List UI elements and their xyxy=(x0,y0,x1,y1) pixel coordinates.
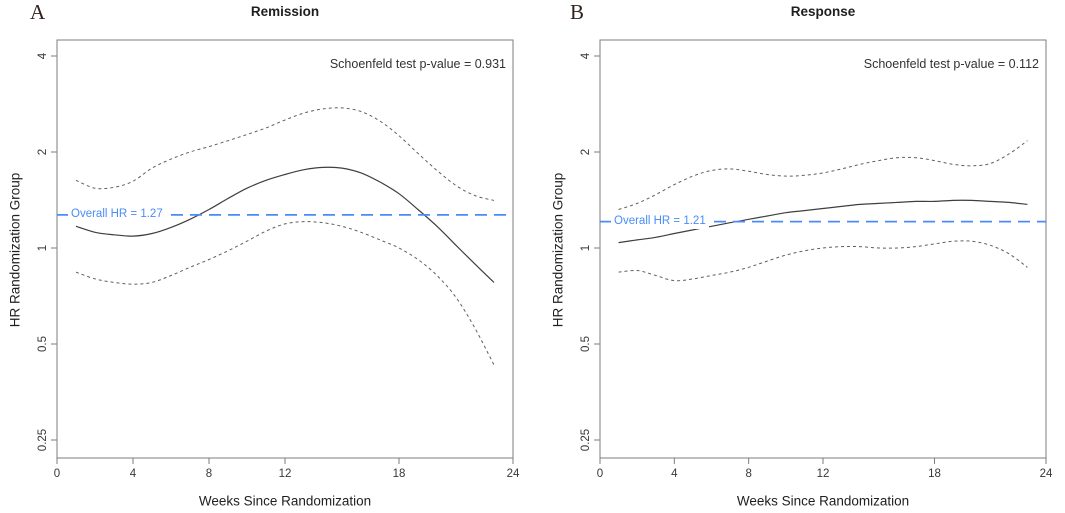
estimate-curve xyxy=(618,199,1028,244)
x-tick-label: 12 xyxy=(816,468,830,480)
panel-letter-a: A xyxy=(30,0,46,24)
panel-title: Remission xyxy=(250,4,320,19)
schoenfeld-annotation: Schoenfeld test p-value = 0.112 xyxy=(863,57,1039,71)
x-tick-label: 24 xyxy=(506,468,520,480)
y-tick-label: 2 xyxy=(37,148,49,156)
x-tick-label: 0 xyxy=(53,468,61,480)
plot-frame xyxy=(599,39,1047,459)
panel-letter-b: B xyxy=(570,0,585,24)
x-tick-label: 8 xyxy=(205,468,213,480)
x-tick-label: 18 xyxy=(928,468,941,480)
upper-ci-curve xyxy=(618,140,1028,210)
panel-response: B Response Schoenfeld test p-value = 0.1… xyxy=(533,0,1065,513)
x-axis-label: Weeks Since Randomization xyxy=(736,493,910,509)
x-tick-label: 0 xyxy=(596,468,604,480)
overall-hr-label: Overall HR = 1.27 xyxy=(68,207,166,223)
y-tick-label: 0.25 xyxy=(37,428,49,452)
overall-hr-label: Overall HR = 1.21 xyxy=(611,214,709,230)
remission-chart xyxy=(51,39,514,464)
response-chart xyxy=(594,39,1047,464)
y-tick-label: 2 xyxy=(580,148,592,156)
y-tick-label: 4 xyxy=(37,52,49,60)
x-tick-label: 12 xyxy=(278,468,292,480)
x-tick-label: 4 xyxy=(671,468,678,480)
upper-ci-curve xyxy=(75,107,495,201)
x-tick-label: 8 xyxy=(745,468,752,480)
y-tick-label: 1 xyxy=(580,244,592,252)
x-tick-label: 24 xyxy=(1039,468,1053,480)
estimate-curve xyxy=(75,166,495,283)
y-tick-label: 0.5 xyxy=(37,336,49,352)
y-tick-label: 1 xyxy=(37,244,49,252)
panel-remission: A Remission Schoenfeld test p-value = 0.… xyxy=(0,0,532,513)
lower-ci-curve xyxy=(75,221,495,366)
plot-frame xyxy=(56,39,514,459)
y-tick-label: 0.25 xyxy=(580,428,592,452)
y-tick-label: 4 xyxy=(580,52,592,60)
x-tick-label: 18 xyxy=(392,468,406,480)
x-tick-label: 4 xyxy=(129,468,137,480)
y-axis-label: HR Randomization Group xyxy=(550,172,566,328)
y-axis-label: HR Randomization Group xyxy=(7,172,23,328)
lower-ci-curve xyxy=(618,240,1028,282)
x-axis-label: Weeks Since Randomization xyxy=(198,493,372,509)
panel-title: Response xyxy=(790,4,856,19)
y-tick-label: 0.5 xyxy=(580,336,592,352)
schoenfeld-annotation: Schoenfeld test p-value = 0.931 xyxy=(329,57,506,71)
